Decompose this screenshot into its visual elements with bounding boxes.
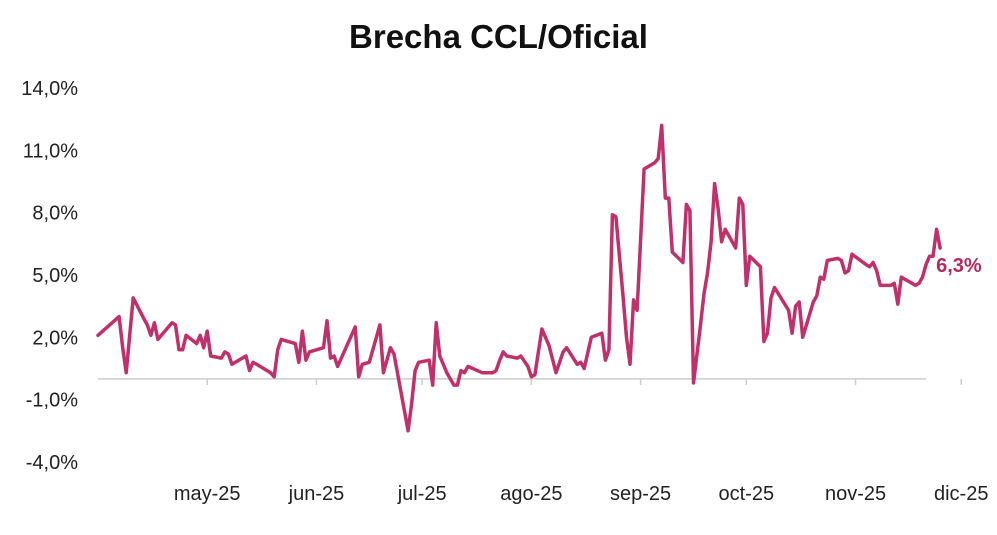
x-axis-ticks: may-25 jun-25 jul-25 ago-25 sep-25 oct-25 nov-… — [174, 378, 988, 505]
x-tick-label: oct-25 — [719, 483, 775, 505]
x-tick-label: jul-25 — [397, 483, 447, 505]
end-value-label: 6,3% — [936, 255, 982, 277]
series-line-brecha — [96, 123, 942, 433]
x-tick-label: sep-25 — [610, 483, 671, 505]
y-tick-label: 2,0% — [32, 327, 78, 349]
x-tick-label: jun-25 — [288, 483, 345, 505]
x-tick-label: may-25 — [174, 483, 241, 505]
y-tick-label: 8,0% — [32, 203, 78, 225]
x-tick-label: nov-25 — [825, 483, 886, 505]
y-axis-ticks: 14,0% 11,0% 8,0% 5,0% 2,0% -1,0% -4,0% — [21, 78, 78, 474]
y-tick-label: 14,0% — [21, 78, 78, 100]
y-tick-label: -4,0% — [26, 452, 78, 474]
y-tick-label: 5,0% — [32, 265, 78, 287]
x-tick-label: dic-25 — [934, 483, 988, 505]
chart-title: Brecha CCL/Oficial — [349, 18, 648, 55]
y-tick-label: 11,0% — [23, 140, 78, 162]
x-tick-label: ago-25 — [500, 483, 562, 505]
y-tick-label: -1,0% — [26, 390, 78, 412]
